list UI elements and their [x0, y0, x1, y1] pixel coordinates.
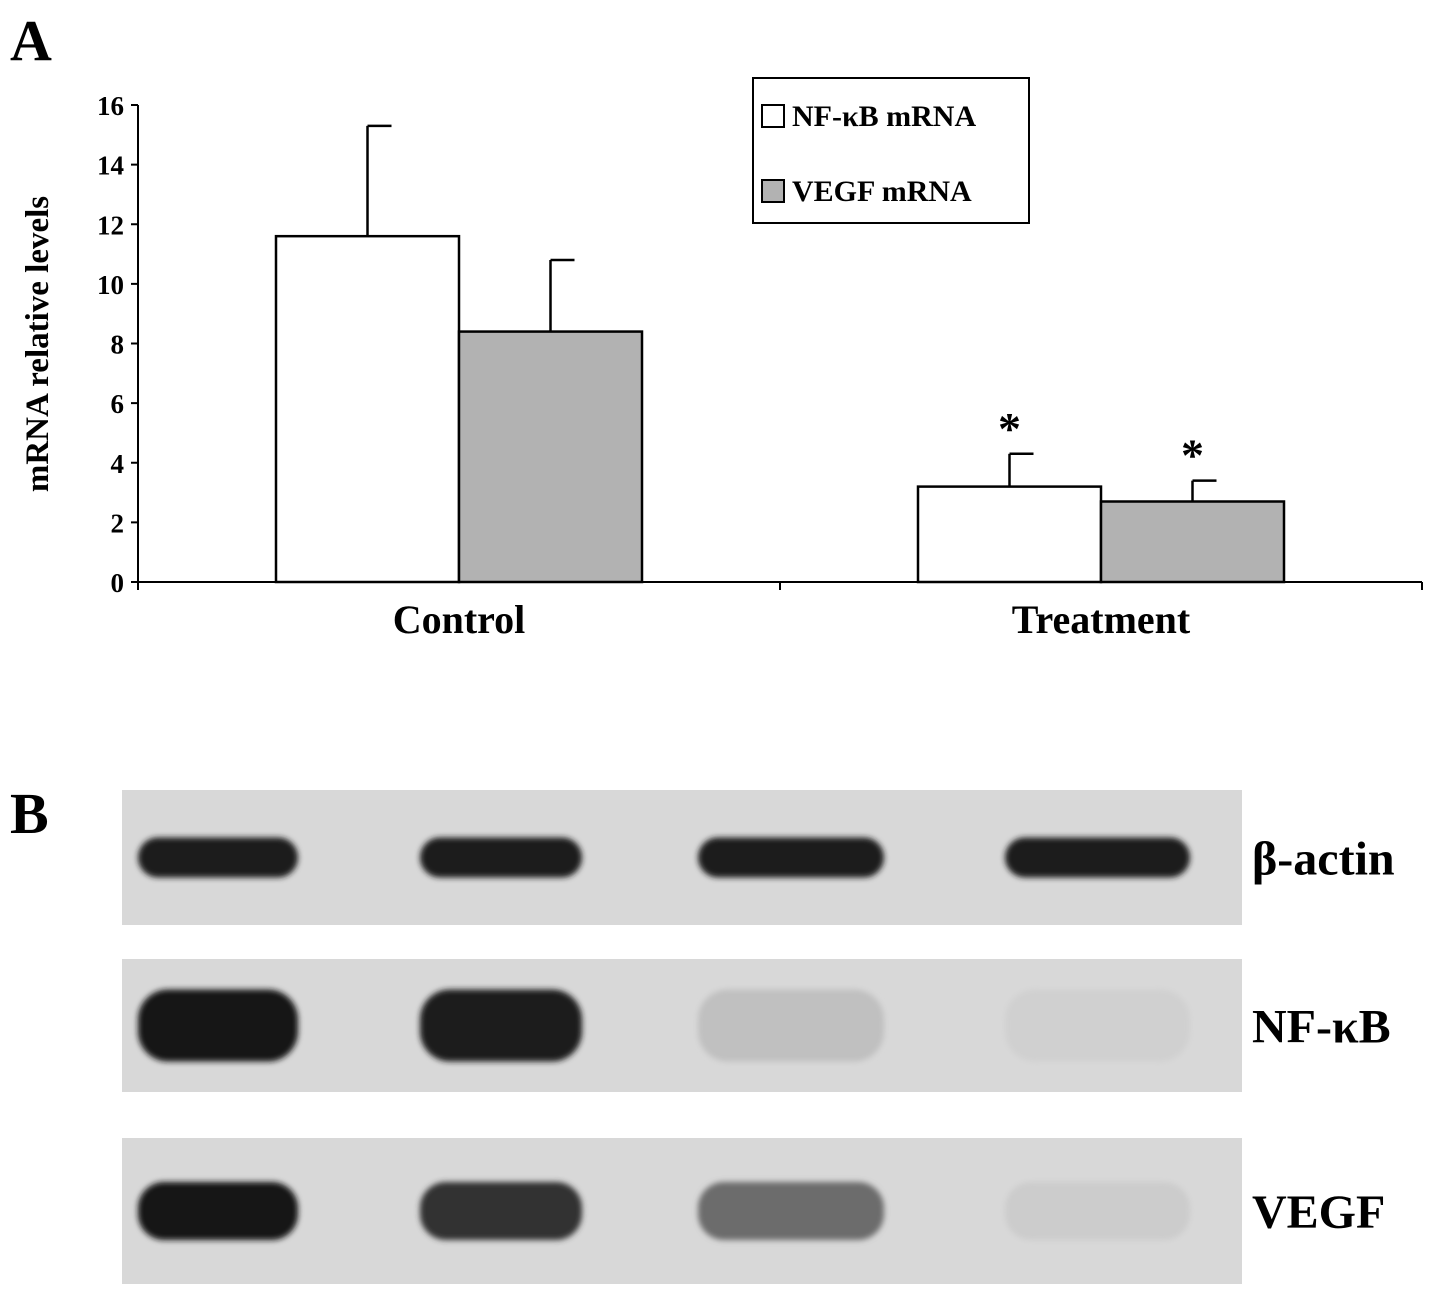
- chart-error-bars: [366, 124, 1217, 502]
- gel-band: [420, 837, 582, 878]
- y-tick-label: 10: [97, 270, 124, 300]
- gel-row-label: NF-κB: [1252, 1001, 1391, 1054]
- x-category-label: Treatment: [1012, 597, 1191, 642]
- legend-swatch-vegf: [761, 179, 785, 203]
- gel-band: [420, 1182, 582, 1240]
- gel-band: [698, 989, 884, 1062]
- bar-nfkb-control: [274, 234, 461, 584]
- bar-nfkb-treatment: [916, 485, 1103, 584]
- y-tick-label: 6: [111, 389, 125, 419]
- gel-image: β-actin NF-κB VEGF: [122, 790, 1395, 1284]
- chart-bars: [274, 234, 1286, 584]
- significance-star: *: [1181, 430, 1204, 481]
- gel-band: [1005, 1182, 1190, 1240]
- gel-band: [420, 989, 582, 1062]
- gel-band: [1005, 837, 1190, 878]
- y-tick-label: 8: [111, 330, 125, 360]
- y-tick-label: 0: [111, 568, 125, 598]
- y-tick-label: 14: [97, 151, 124, 181]
- bar-vegf-control: [457, 330, 644, 584]
- gel-row-label: β-actin: [1252, 833, 1395, 886]
- y-tick-label: 16: [97, 91, 124, 121]
- panel-a-label: A: [10, 8, 52, 73]
- legend-label-vegf: VEGF mRNA: [792, 175, 972, 208]
- significance-star: *: [998, 403, 1021, 454]
- legend-swatch-nfkb: [761, 104, 785, 128]
- y-axis-label: mRNA relative levels: [20, 196, 56, 492]
- gel-band: [138, 989, 298, 1062]
- x-category-label: Control: [393, 597, 526, 642]
- x-category-labels: Control Treatment: [393, 597, 1191, 642]
- y-tick-label: 2: [111, 508, 125, 538]
- gel-band: [698, 1182, 884, 1240]
- legend-box: [752, 77, 1030, 224]
- y-tick-label: 12: [97, 210, 124, 240]
- significance-markers: **: [998, 403, 1204, 481]
- panel-b-label: B: [10, 781, 49, 846]
- legend: NF-κB mRNA VEGF mRNA: [752, 77, 1030, 224]
- gel-row-label: VEGF: [1252, 1186, 1385, 1239]
- gel-band: [138, 837, 298, 878]
- y-tick-label: 4: [111, 449, 125, 479]
- gel-band: [698, 837, 884, 878]
- gel-band: [138, 1182, 298, 1240]
- bar-vegf-treatment: [1099, 500, 1286, 584]
- legend-label-nfkb: NF-κB mRNA: [792, 100, 976, 133]
- y-tick-labels: 0 2 4 6 8 10 12 14 16: [97, 91, 124, 598]
- gel-band: [1005, 989, 1190, 1062]
